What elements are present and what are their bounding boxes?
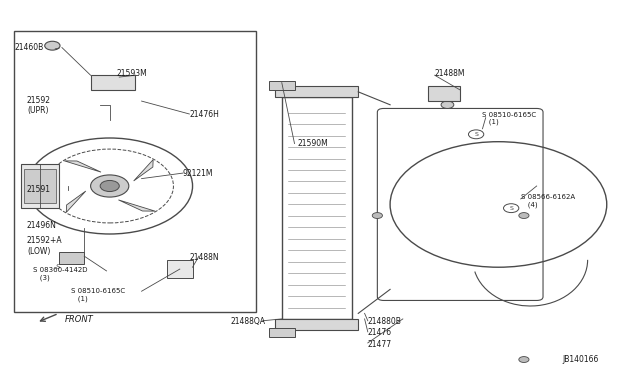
Bar	[275, 319, 358, 330]
Bar	[269, 81, 294, 90]
Text: 21590M: 21590M	[298, 139, 328, 148]
Bar	[275, 86, 358, 97]
Circle shape	[372, 212, 383, 218]
Text: 21476H: 21476H	[189, 109, 220, 119]
Circle shape	[91, 175, 129, 197]
Text: S 08510-6165C
   (1): S 08510-6165C (1)	[483, 112, 536, 125]
Polygon shape	[134, 160, 153, 181]
Text: 92121M: 92121M	[183, 169, 214, 177]
Polygon shape	[118, 200, 155, 211]
Text: 21488M: 21488M	[435, 69, 465, 78]
Bar	[24, 169, 56, 203]
Circle shape	[100, 180, 119, 192]
Text: 21591: 21591	[27, 185, 51, 194]
Text: FRONT: FRONT	[65, 315, 94, 324]
Text: 21488N: 21488N	[189, 253, 219, 263]
Bar	[167, 260, 193, 278]
Text: S: S	[56, 264, 60, 270]
Text: S: S	[474, 132, 478, 137]
Text: 214880B: 214880B	[368, 317, 402, 326]
Bar	[14, 31, 256, 311]
Bar	[428, 86, 460, 101]
Bar	[269, 328, 294, 337]
Circle shape	[519, 357, 529, 362]
Circle shape	[519, 212, 529, 218]
Polygon shape	[67, 191, 86, 212]
Bar	[282, 97, 352, 319]
Text: S 08510-6165C
   (1): S 08510-6165C (1)	[72, 288, 125, 302]
Text: S: S	[509, 206, 513, 211]
Bar	[91, 75, 135, 90]
Text: 21488QA: 21488QA	[231, 317, 266, 326]
Bar	[20, 164, 59, 208]
Text: 21477: 21477	[368, 340, 392, 349]
Text: 21593M: 21593M	[116, 69, 147, 78]
Text: S 08566-6162A
   (4): S 08566-6162A (4)	[521, 194, 575, 208]
Text: 21592+A
(LOW): 21592+A (LOW)	[27, 236, 63, 256]
Text: S 08360-4142D
   (3): S 08360-4142D (3)	[33, 267, 88, 280]
Text: 21476: 21476	[368, 328, 392, 337]
Text: 21592
(UPR): 21592 (UPR)	[27, 96, 51, 115]
Text: 21460B: 21460B	[14, 43, 44, 52]
Text: JB140166: JB140166	[562, 355, 598, 364]
Circle shape	[45, 41, 60, 50]
Circle shape	[441, 101, 454, 109]
Text: 21496N: 21496N	[27, 221, 57, 230]
Bar	[59, 253, 84, 263]
Polygon shape	[64, 161, 101, 172]
